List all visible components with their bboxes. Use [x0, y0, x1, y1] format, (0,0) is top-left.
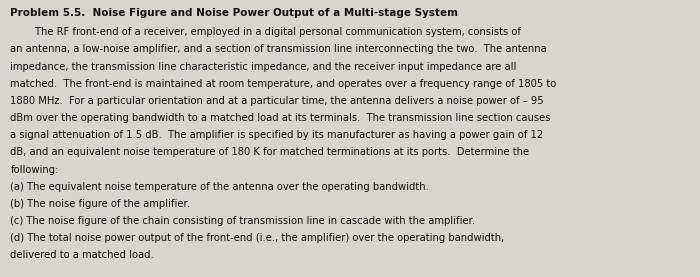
Text: (b) The noise figure of the amplifier.: (b) The noise figure of the amplifier.	[10, 199, 190, 209]
Text: (d) The total noise power output of the front-end (i.e., the amplifier) over the: (d) The total noise power output of the …	[10, 233, 505, 243]
Text: (c) The noise figure of the chain consisting of transmission line in cascade wit: (c) The noise figure of the chain consis…	[10, 216, 475, 226]
Text: delivered to a matched load.: delivered to a matched load.	[10, 250, 154, 260]
Text: following:: following:	[10, 165, 59, 175]
Text: dBm over the operating bandwidth to a matched load at its terminals.  The transm: dBm over the operating bandwidth to a ma…	[10, 113, 551, 123]
Text: an antenna, a low-noise amplifier, and a section of transmission line interconne: an antenna, a low-noise amplifier, and a…	[10, 44, 547, 54]
Text: impedance, the transmission line characteristic impedance, and the receiver inpu: impedance, the transmission line charact…	[10, 61, 517, 71]
Text: (a) The equivalent noise temperature of the antenna over the operating bandwidth: (a) The equivalent noise temperature of …	[10, 182, 429, 192]
Text: The RF front-end of a receiver, employed in a digital personal communication sys: The RF front-end of a receiver, employed…	[10, 27, 522, 37]
Text: a signal attenuation of 1.5 dB.  The amplifier is specified by its manufacturer : a signal attenuation of 1.5 dB. The ampl…	[10, 130, 544, 140]
Text: Problem 5.5.  Noise Figure and Noise Power Output of a Multi-stage System: Problem 5.5. Noise Figure and Noise Powe…	[10, 8, 458, 18]
Text: 1880 MHz.  For a particular orientation and at a particular time, the antenna de: 1880 MHz. For a particular orientation a…	[10, 96, 544, 106]
Text: matched.  The front-end is maintained at room temperature, and operates over a f: matched. The front-end is maintained at …	[10, 79, 556, 89]
Text: dB, and an equivalent noise temperature of 180 K for matched terminations at its: dB, and an equivalent noise temperature …	[10, 147, 530, 157]
